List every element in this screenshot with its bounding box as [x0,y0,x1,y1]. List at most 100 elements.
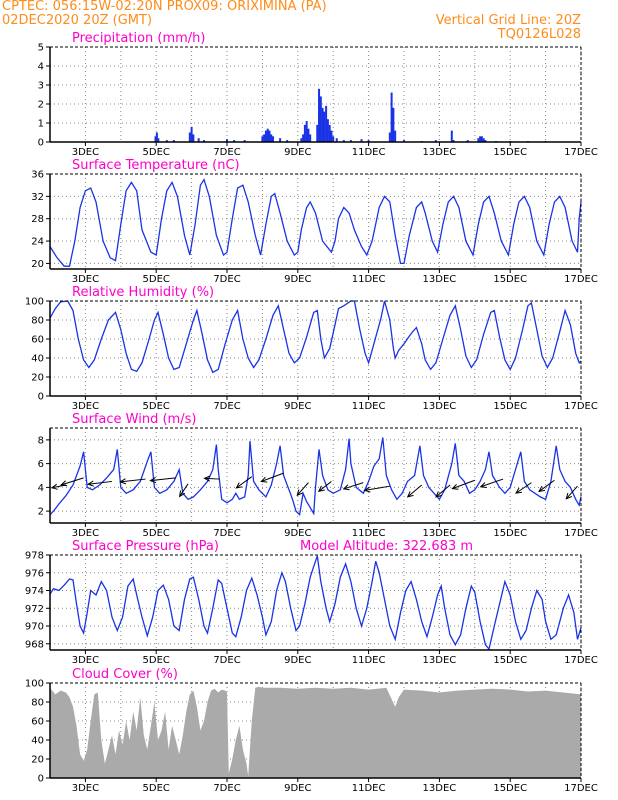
wind-arrow-head [119,478,127,485]
x-tick-label: 3DEC [72,783,99,794]
x-tick-label: 15DEC [493,147,527,158]
x-tick-label: 7DEC [213,147,240,158]
wind-arrow-head [538,485,546,493]
x-tick-label: 9DEC [284,147,311,158]
wind-arrow [363,485,390,493]
precip-bar [390,92,393,142]
x-tick-label: 9DEC [284,655,311,666]
precip-bar [434,140,437,142]
x-tick-label: 11DEC [352,274,386,285]
x-tick-label: 11DEC [352,401,386,412]
x-tick-label: 3DEC [72,528,99,539]
y-tick-label: 60 [31,717,44,728]
wind-arrow [260,472,284,483]
y-tick-label: 2 [38,507,44,518]
precip-bar [349,140,352,142]
panel-2: 20 24 28 32 36 3DEC 5DEC 7DEC 9DEC 11DEC 13DEC 15DE… [31,158,598,285]
precip-bar [263,134,266,142]
panel-title: Surface Pressure (hPa) [72,539,219,554]
wind-arrow-shaft [261,472,284,482]
y-tick-label: 80 [31,316,44,327]
x-tick-label: 15DEC [493,401,527,412]
y-tick-label: 60 [31,335,44,346]
x-tick-label: 5DEC [143,147,170,158]
wind-arrow-head [87,480,94,487]
wind-arrow [203,475,220,482]
precip-bar [330,130,333,142]
precip-bar [192,134,195,142]
precip-bar [477,138,480,142]
station-info: CPTEC: 056:15W-02:20N PROX09: ORIXIMINA … [2,0,327,14]
x-tick-label: 17DEC [564,655,598,666]
wind-arrow-head [260,476,268,483]
precip-bar [155,132,158,142]
wind-arrow [451,479,475,490]
panel-4: 2 4 6 8 3DEC 5DEC 7DEC 9DEC 11DEC 13DEC 15DEC 17DEC… [38,412,598,539]
wind-arrow [406,484,423,498]
precip-bar [268,130,271,142]
y-tick-label: 36 [31,170,44,181]
wind-arrow [235,476,253,489]
wind-arrow-shaft [236,476,253,489]
panel-title: Relative Humidity (%) [72,285,214,300]
precip-bar [202,140,205,142]
x-tick-label: 7DEC [213,401,240,412]
y-tick-label: 2 [38,100,44,111]
x-tick-label: 17DEC [564,783,598,794]
x-tick-label: 11DEC [352,528,386,539]
x-tick-label: 3DEC [72,401,99,412]
wind-arrow-head [317,485,325,492]
x-tick-label: 13DEC [423,401,457,412]
x-tick-label: 7DEC [213,655,240,666]
wind-arrow-shaft [318,481,332,492]
x-tick-label: 17DEC [564,147,598,158]
y-tick-label: 0 [38,774,44,785]
x-tick-label: 15DEC [493,783,527,794]
x-tick-label: 15DEC [493,528,527,539]
precip-bar [480,136,483,142]
x-tick-label: 5DEC [143,528,170,539]
y-tick-label: 6 [38,459,44,470]
y-tick-label: 0 [38,392,44,403]
wind-arrow-shaft [120,478,146,483]
panel-annotation: Model Altitude: 322.683 m [300,539,473,554]
series-line [49,437,582,517]
y-tick-label: 40 [31,354,44,365]
precip-bar [360,139,363,142]
x-tick-label: 5DEC [143,783,170,794]
wind-arrow-shaft [452,479,475,490]
x-tick-label: 11DEC [352,147,386,158]
wind-arrow-head [50,483,58,490]
precip-bar [157,138,160,142]
y-tick-label: 3 [38,81,44,92]
precip-bar [321,107,324,142]
precip-bar [388,132,391,142]
panel-6: 0 20 40 60 80 100 3DEC 5DEC 7DEC 9DEC 11DEC 13DEC 15… [25,667,598,794]
precip-bar [332,136,335,142]
series-line [49,300,582,374]
precip-bar [328,124,331,142]
x-tick-label: 5DEC [143,274,170,285]
wind-arrow-shaft [565,485,578,500]
precip-bar [335,138,338,142]
precip-bar [286,140,289,142]
wind-arrow-shaft [88,480,113,485]
wind-arrow-head [515,487,523,494]
precip-bar [326,119,329,142]
y-tick-label: 20 [31,373,44,384]
precip-bar [342,140,345,142]
wind-arrow-shaft [407,484,423,498]
wind-arrow [119,478,146,485]
precip-bar [300,138,303,142]
panel-title: Precipitation (mm/h) [72,31,205,46]
precip-bar [243,140,246,142]
x-tick-label: 9DEC [284,783,311,794]
precip-bar [302,134,305,142]
precip-bar [392,107,395,142]
wind-arrow-shaft [179,483,189,497]
precip-bar [165,140,168,142]
y-tick-label: 32 [31,192,44,203]
wind-arrow-head [342,484,350,491]
wind-arrow [565,485,578,500]
precip-bar [188,132,191,142]
